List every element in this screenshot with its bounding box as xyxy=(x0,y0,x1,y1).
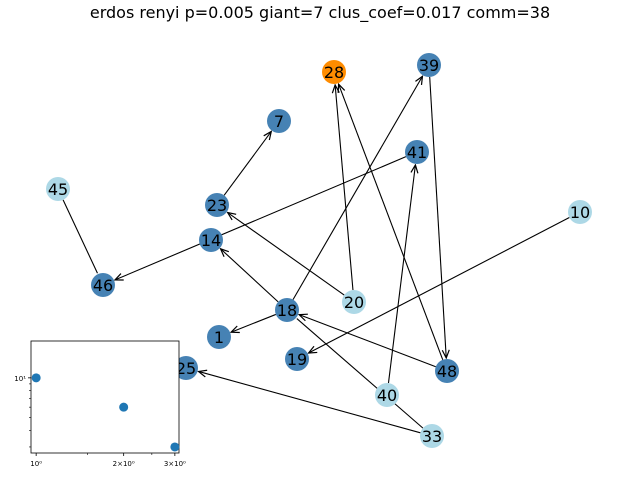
node-10[interactable]: 10 xyxy=(568,200,592,224)
inset-x-tick-label: 10⁰ xyxy=(30,460,42,468)
node-label: 23 xyxy=(207,196,227,215)
edge-18-1 xyxy=(231,313,277,332)
node-label: 45 xyxy=(48,180,68,199)
edge-40-41 xyxy=(387,165,415,384)
node-41[interactable]: 41 xyxy=(405,140,429,164)
node-label: 39 xyxy=(419,56,439,75)
node-28[interactable]: 28 xyxy=(322,60,346,84)
node-circle xyxy=(174,356,198,380)
edge-41-46 xyxy=(115,156,407,280)
node-circle xyxy=(46,177,70,201)
node-39[interactable]: 39 xyxy=(417,53,441,77)
node-circle xyxy=(342,290,366,314)
node-40[interactable]: 40 xyxy=(375,383,399,407)
node-label: 14 xyxy=(201,231,221,250)
inset-point-0 xyxy=(31,373,41,383)
node-label: 46 xyxy=(93,276,113,295)
inset-point-2 xyxy=(170,442,180,452)
node-circle xyxy=(420,424,444,448)
figure-title: erdos renyi p=0.005 giant=7 clus_coef=0.… xyxy=(90,3,550,23)
node-label: 33 xyxy=(422,427,442,446)
node-19[interactable]: 19 xyxy=(285,347,309,371)
node-circle xyxy=(207,325,231,349)
node-45[interactable]: 45 xyxy=(46,177,70,201)
node-1[interactable]: 1 xyxy=(207,325,231,349)
node-label: 20 xyxy=(344,293,364,312)
edge-33-25 xyxy=(199,371,421,434)
node-label: 1 xyxy=(214,328,224,347)
node-label: 7 xyxy=(274,112,284,131)
node-7[interactable]: 7 xyxy=(267,109,291,133)
node-25[interactable]: 25 xyxy=(174,356,198,380)
node-23[interactable]: 23 xyxy=(205,193,229,217)
node-33[interactable]: 33 xyxy=(420,424,444,448)
inset-x-tick-label: 3×10⁰ xyxy=(164,460,186,468)
node-46[interactable]: 46 xyxy=(91,273,115,297)
inset-y-tick-label: 10¹ xyxy=(14,375,26,383)
edge-39-48 xyxy=(429,76,447,358)
node-label: 40 xyxy=(377,386,397,405)
node-circle xyxy=(417,53,441,77)
node-label: 19 xyxy=(287,350,307,369)
node-label: 41 xyxy=(407,143,427,162)
node-48[interactable]: 48 xyxy=(435,359,459,383)
node-label: 25 xyxy=(176,359,196,378)
node-circle xyxy=(568,200,592,224)
node-circle xyxy=(322,60,346,84)
edge-23-7 xyxy=(223,131,271,196)
node-18[interactable]: 18 xyxy=(275,298,299,322)
edge-18-39 xyxy=(292,76,422,300)
edge-48-18 xyxy=(299,315,436,368)
node-circle xyxy=(91,273,115,297)
node-circle xyxy=(285,347,309,371)
edge-48-28 xyxy=(339,84,444,360)
node-label: 48 xyxy=(437,362,457,381)
node-circle xyxy=(375,383,399,407)
node-circle xyxy=(267,109,291,133)
inset-x-tick-label: 2×10⁰ xyxy=(113,460,135,468)
edge-18-14 xyxy=(221,249,279,303)
nodes-layer: 28 39 7 41 45 23 14 10 46 20 18 1 19 25 48 40 33 xyxy=(46,53,592,448)
node-circle xyxy=(405,140,429,164)
degree-distribution-inset: 10⁰ 2×10⁰ 3×10⁰ 10¹ xyxy=(14,340,186,468)
edge-45-46 xyxy=(62,199,98,274)
node-circle xyxy=(199,228,223,252)
edges-layer xyxy=(62,76,570,434)
node-14[interactable]: 14 xyxy=(199,228,223,252)
node-label: 18 xyxy=(277,301,297,320)
node-circle xyxy=(205,193,229,217)
node-label: 28 xyxy=(324,63,344,82)
node-circle xyxy=(435,359,459,383)
inset-point-1 xyxy=(119,402,129,412)
edge-33-18 xyxy=(296,318,424,429)
node-circle xyxy=(275,298,299,322)
edge-20-23 xyxy=(228,213,345,296)
node-label: 10 xyxy=(570,203,590,222)
edge-20-28 xyxy=(335,85,354,291)
node-20[interactable]: 20 xyxy=(342,290,366,314)
edge-10-19 xyxy=(309,217,570,353)
